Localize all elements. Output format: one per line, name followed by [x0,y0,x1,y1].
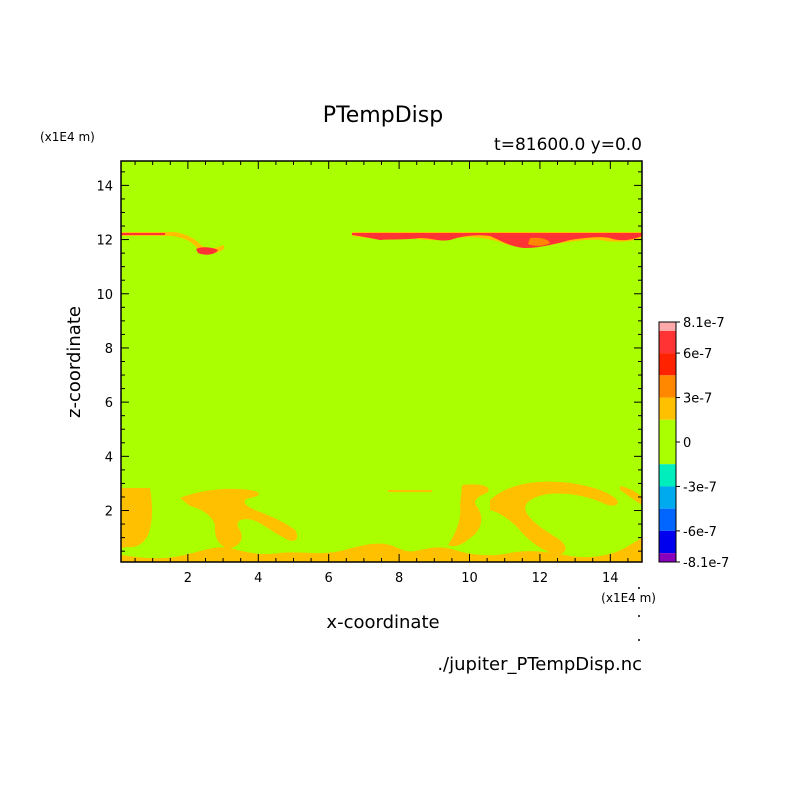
y-unit-label: (x1E4 m) [40,130,95,144]
y-tick-label: 2 [105,505,113,520]
colorbar-level [659,375,676,398]
colorbar-level [659,322,676,331]
contour-lower-wave-5 [620,486,642,505]
x-tick-label: 8 [395,571,403,586]
colorbar-level [659,508,676,531]
chart-title: PTempDisp [323,103,443,128]
colorbar-level [659,397,676,420]
y-tick-label: 8 [105,342,113,357]
colorbar-label: -3e-7 [683,480,717,495]
x-tick-label: 2 [184,571,192,586]
colorbar-label: 3e-7 [683,392,712,407]
colorbar-label: 6e-7 [683,347,712,362]
colorbar-level [659,442,676,465]
chart-subtitle: t=81600.0 y=0.0 [494,135,642,155]
x-unit-label: (x1E4 m) [601,591,656,605]
marker-dot [638,587,640,589]
colorbar-label: 0 [683,436,691,451]
y-tick-label: 6 [105,396,113,411]
x-axis-label: x-coordinate [326,612,439,633]
axis-ticks: 2 4 6 8 10 12 14 2 4 6 8 10 12 14 [96,161,642,586]
x-tick-label: 12 [532,571,549,586]
contour-regions [121,232,642,562]
y-tick-label: 12 [96,234,113,249]
x-tick-label: 10 [461,571,478,586]
colorbar-level [659,464,676,487]
colorbar-label: 8.1e-7 [683,316,725,331]
y-tick-label: 10 [96,288,113,303]
contour-lower-wave-4 [490,481,618,555]
colorbar: 8.1e-7 6e-7 3e-7 0 -3e-7 -6e-7 -8.1e-7 [658,316,729,571]
plot-area: 2 4 6 8 10 12 14 2 4 6 8 10 12 14 [96,160,643,586]
contour-upper-right-red [352,233,642,248]
colorbar-level [659,330,676,354]
x-tick-label: 14 [602,571,619,586]
colorbar-label: -8.1e-7 [683,556,729,571]
y-tick-label: 4 [105,450,113,465]
x-tick-label: 6 [325,571,333,586]
contour-upper-left-red [121,233,218,255]
contour-lower-wave-2 [388,490,432,492]
contour-lower-left-blob [121,488,152,548]
marker-dot [638,615,640,617]
contour-lower-notch [396,542,414,548]
contour-upper-right-orange-core [528,237,550,246]
marker-dot [638,639,640,641]
source-file-label: ./jupiter_PTempDisp.nc [437,654,642,675]
colorbar-level [659,419,676,442]
colorbar-level [659,530,676,554]
contour-lower-floor [121,538,642,562]
colorbar-level [659,353,676,376]
colorbar-level [659,486,676,509]
y-axis-label: z-coordinate [64,306,85,418]
x-tick-label: 4 [254,571,262,586]
contour-lower-wave-1 [180,488,298,548]
colorbar-level [659,553,676,562]
colorbar-label: -6e-7 [683,525,717,540]
y-tick-label: 14 [96,179,113,194]
contour-lower-wave-3 [448,484,489,547]
